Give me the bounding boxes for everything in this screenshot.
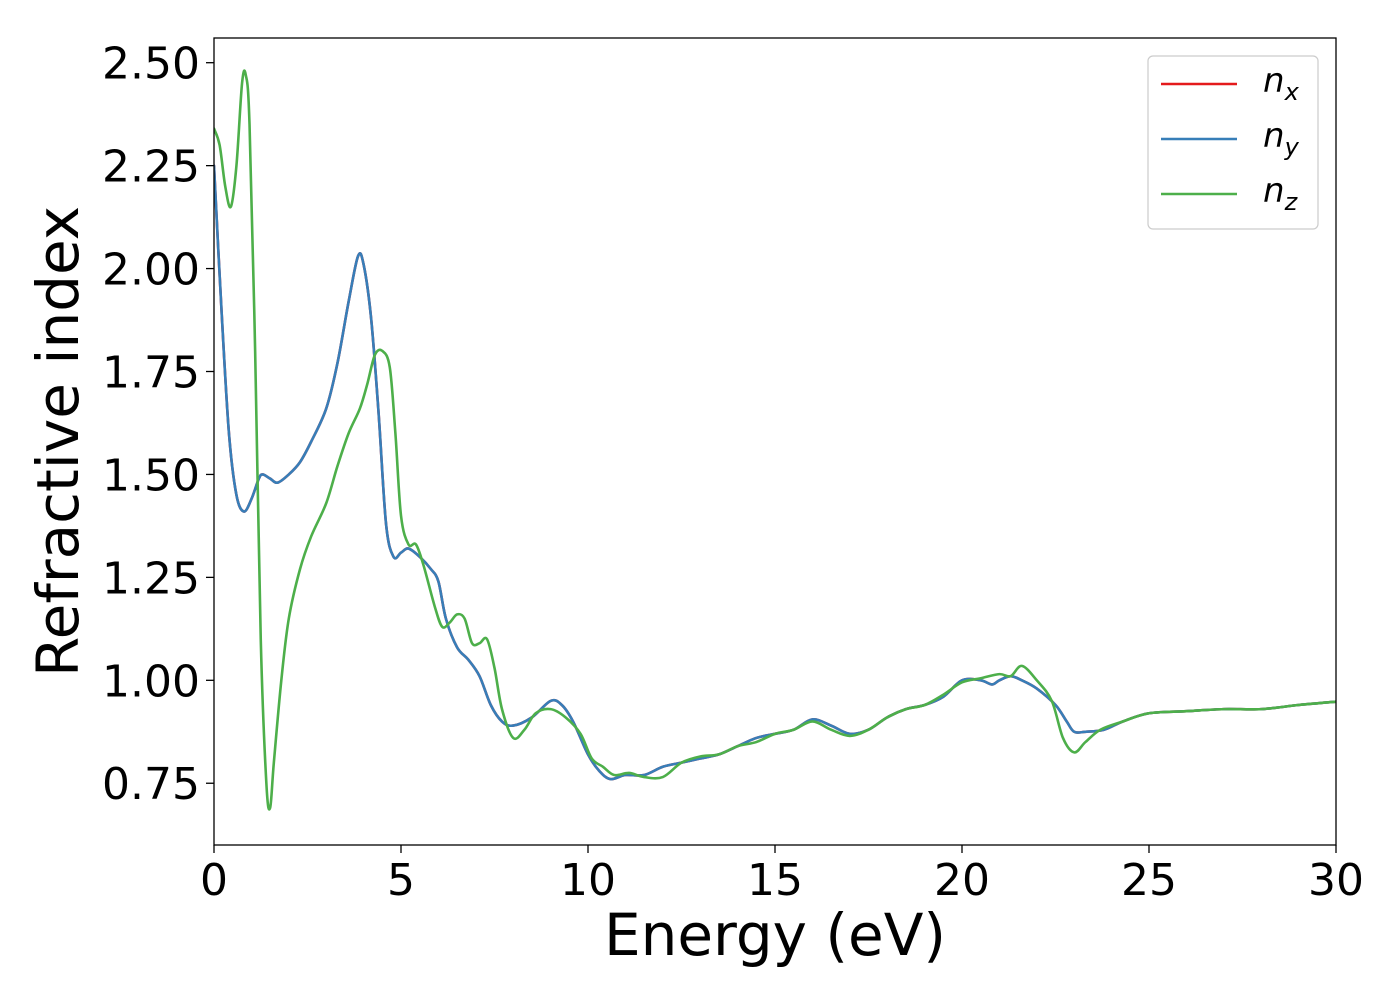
x-tick-label: 0 <box>200 855 228 906</box>
legend: nx ny nz <box>1147 55 1319 230</box>
y-tick-label: 1.00 <box>102 656 200 707</box>
y-axis: 0.75 1.00 1.25 1.50 1.75 2.00 2.25 2.50 <box>102 39 214 810</box>
legend-label-ny: ny <box>1263 116 1300 161</box>
x-tick-label: 25 <box>1121 855 1177 906</box>
x-axis: 0 5 10 15 20 25 30 <box>200 845 1364 906</box>
series-line-nz <box>214 69 1336 811</box>
legend-label-nx: nx <box>1263 61 1300 106</box>
y-tick-label: 1.50 <box>102 450 200 501</box>
x-tick-label: 15 <box>747 855 803 906</box>
y-tick-label: 1.75 <box>102 348 200 399</box>
y-tick-label: 0.75 <box>102 759 200 810</box>
x-axis-label: Energy (eV) <box>604 901 946 969</box>
y-tick-label: 2.25 <box>102 142 200 193</box>
y-axis-label: Refractive index <box>24 206 92 677</box>
x-tick-label: 20 <box>934 855 990 906</box>
x-tick-label: 5 <box>387 855 415 906</box>
legend-label-nz: nz <box>1263 171 1299 216</box>
x-tick-label: 30 <box>1308 855 1364 906</box>
y-tick-label: 2.00 <box>102 245 200 296</box>
y-tick-label: 1.25 <box>102 553 200 604</box>
legend-box <box>1147 55 1319 230</box>
x-tick-label: 10 <box>560 855 616 906</box>
y-tick-label: 2.50 <box>102 39 200 90</box>
series-layer <box>214 69 1336 811</box>
series-line-ny <box>214 164 1336 781</box>
